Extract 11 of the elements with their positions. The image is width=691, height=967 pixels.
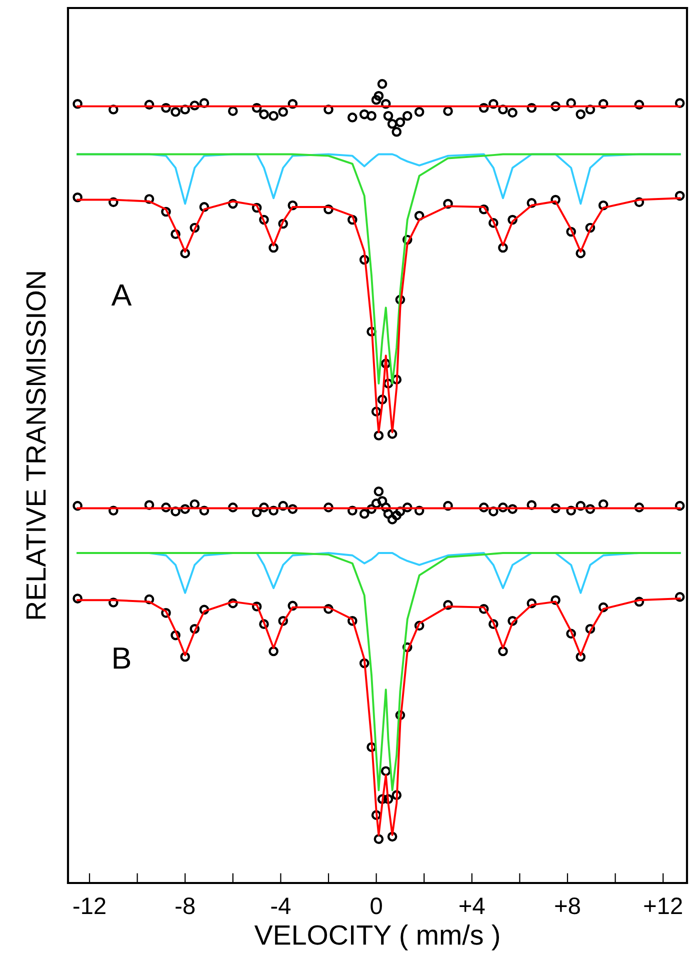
x-tick-label: -8 <box>176 898 195 914</box>
x-tick-label: -4 <box>271 898 291 914</box>
x-tick-label: 0 <box>370 898 382 914</box>
annotation: B <box>114 648 130 669</box>
annotation: A <box>111 284 132 306</box>
x-tick-label: +8 <box>555 898 580 914</box>
x-tick-label: +12 <box>644 898 682 914</box>
x-tick-label: +4 <box>460 898 485 914</box>
x-axis-title: VELOCITY ( mm/s ) <box>254 924 499 950</box>
x-tick-label: -12 <box>73 898 106 914</box>
y-axis-title: RELATIVE TRANSMISSION <box>26 272 46 619</box>
